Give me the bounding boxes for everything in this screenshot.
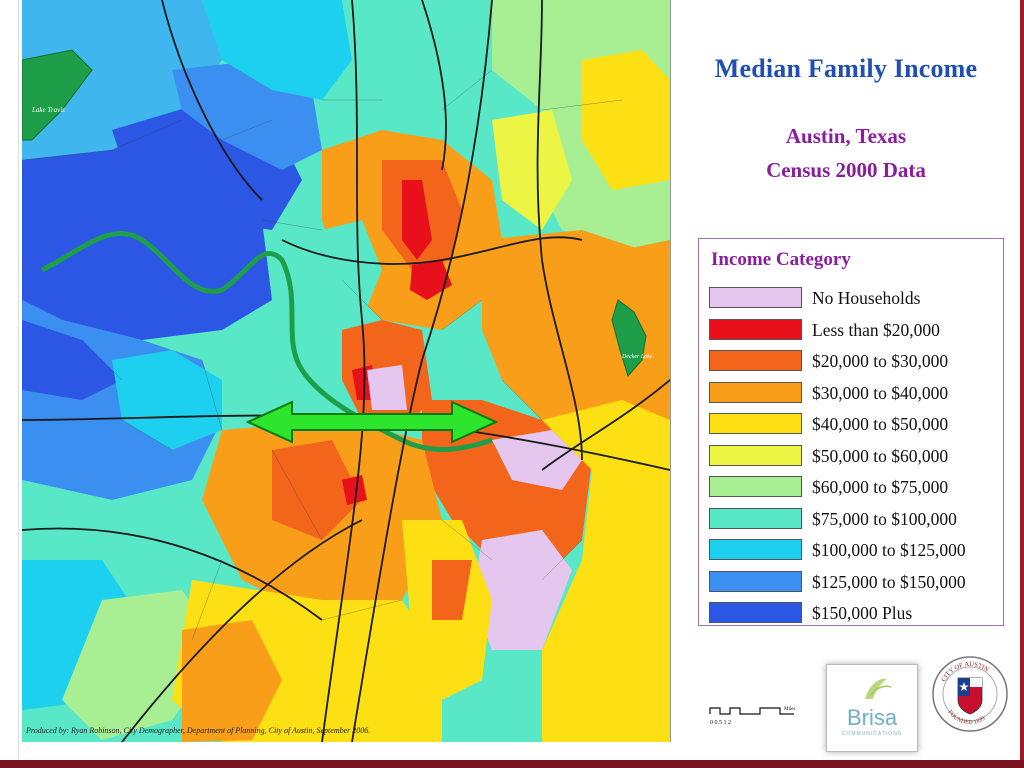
left-margin	[0, 0, 19, 768]
map-subtitle-location: Austin, Texas	[785, 124, 907, 148]
scale-bar: 0 0.5 1 2 Miles	[709, 707, 795, 726]
region-south-core	[272, 440, 362, 540]
right-border	[1020, 0, 1024, 768]
legend-item: $50,000 to $60,000	[709, 443, 999, 469]
region-barton-creek	[112, 350, 222, 450]
legend-item: $40,000 to $50,000	[709, 411, 999, 437]
legend-label: $40,000 to $50,000	[812, 414, 949, 434]
colorado-river	[40, 230, 493, 452]
lake-travis	[22, 49, 93, 141]
map-title: Median Family Income	[714, 54, 978, 83]
legend-swatch	[709, 539, 802, 560]
lake-travis-label: Lake Travis	[31, 106, 65, 114]
income-map: Lake Travis Decker Lake	[22, 0, 671, 742]
legend-swatch	[709, 318, 802, 340]
region-central-west	[302, 220, 382, 330]
decker-lake-label: Decker Lake	[621, 354, 653, 360]
legend-item: No Households	[709, 285, 999, 311]
legend-label: $60,000 to $75,000	[812, 477, 949, 497]
legend-label: $150,000 Plus	[812, 603, 913, 623]
legend-label: $75,000 to $100,000	[812, 508, 957, 529]
legend-item: $150,000 Plus	[709, 600, 999, 626]
legend-label: $100,000 to $125,000	[812, 540, 966, 560]
scale-ticks: 0 0.5 1 2	[710, 720, 731, 726]
region-southeast-yellow	[542, 560, 670, 742]
tract-boundaries	[22, 69, 623, 641]
bottom-border	[0, 760, 1024, 768]
highway-183	[536, 0, 583, 461]
highway-mopac	[321, 0, 366, 742]
legend-item: $75,000 to $100,000	[709, 506, 999, 532]
legend-swatch	[709, 287, 802, 308]
legend-swatch	[709, 350, 802, 371]
legend-item: $125,000 to $150,000	[709, 569, 999, 595]
legend-label: $125,000 to $150,000	[812, 571, 966, 592]
scale-label: Miles	[784, 707, 795, 712]
brisa-swoosh-icon	[865, 678, 892, 699]
highway-71-west	[22, 527, 323, 621]
legend-label: $50,000 to $60,000	[812, 445, 949, 466]
legend-swatch	[709, 602, 802, 623]
highway-south-connector	[121, 519, 363, 742]
legend-swatch	[709, 570, 802, 592]
legend-item: $20,000 to $30,000	[709, 348, 999, 374]
highway-east-connector	[541, 379, 670, 471]
region-far-south-orange	[182, 620, 282, 742]
legend-label: $20,000 to $30,000	[812, 351, 949, 371]
region-east-lightyellow	[492, 110, 572, 230]
legend-label: No Households	[812, 288, 921, 308]
highway-i35	[351, 0, 493, 742]
legend-item: $60,000 to $75,000	[709, 474, 999, 500]
legend-box: Income Category No Households Less than $…	[698, 238, 1004, 626]
brisa-subtext: COMMUNICATIONS	[841, 731, 903, 737]
region-southeast-orange-patch	[432, 560, 472, 620]
legend-item: $30,000 to $40,000	[709, 380, 999, 406]
region-airport	[472, 530, 572, 650]
double-arrow-marker	[245, 400, 499, 444]
legend-swatch	[709, 507, 802, 529]
region-central-red	[402, 180, 432, 260]
highway-360-north	[161, 0, 263, 201]
credits-text: Produced by: Ryan Robinson, City Demogra…	[26, 726, 371, 735]
region-north-cyan	[202, 0, 352, 100]
legend-item: Less than $20,000	[709, 317, 999, 343]
legend-swatch	[709, 381, 802, 403]
region-montopolis	[492, 430, 582, 490]
legend-label: Less than $20,000	[812, 319, 940, 340]
brisa-logo: Brisa COMMUNICATIONS	[826, 664, 918, 752]
region-hancock	[410, 260, 452, 300]
highway-lamar-north	[421, 0, 447, 171]
region-south-red	[342, 475, 367, 505]
region-capitol	[367, 365, 407, 410]
legend-title: Income Category	[711, 249, 851, 270]
city-of-austin-seal: CITY OF AUSTIN FOUNDED 1839	[932, 656, 1008, 732]
legend-swatch	[709, 444, 802, 466]
region-northeast-yellow	[582, 50, 670, 190]
highway-koenig	[281, 236, 583, 265]
legend-swatch	[709, 476, 802, 497]
region-rollingwood	[22, 320, 122, 400]
legend-swatch	[709, 413, 802, 434]
decker-lake	[611, 299, 647, 378]
map-subtitle-source: Census 2000 Data	[766, 158, 926, 182]
legend-item: $100,000 to $125,000	[709, 537, 999, 563]
legend-label: $30,000 to $40,000	[812, 382, 949, 403]
brisa-text: Brisa	[846, 705, 898, 730]
region-north-teal	[342, 0, 492, 110]
